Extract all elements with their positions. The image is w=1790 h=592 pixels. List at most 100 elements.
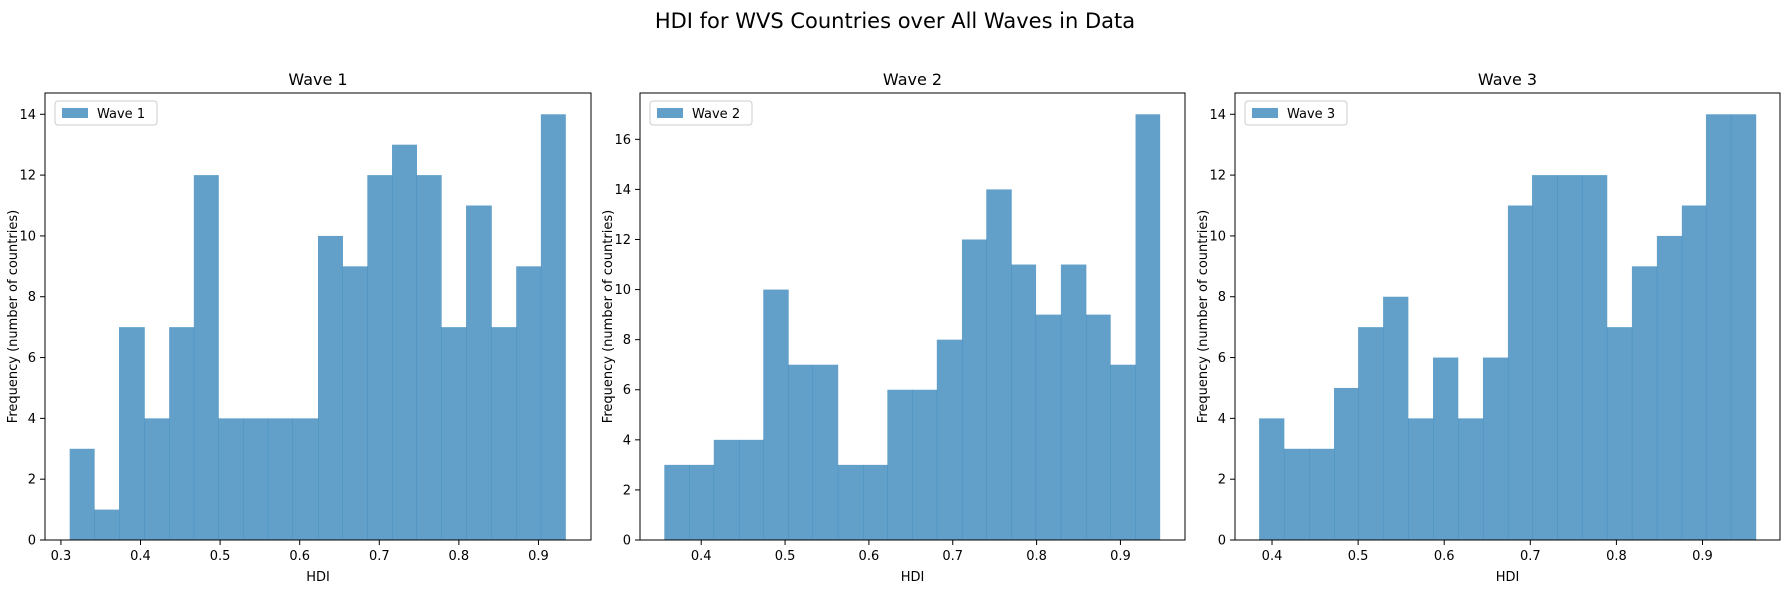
x-axis-label: HDI [1496,570,1520,585]
histogram-bar [1730,114,1757,541]
subplot-2: 0.4 0.5 0.6 0.7 0.8 0.9 0 2 4 6 8 10 12 14 16 Wave 2 HDI… [601,70,1186,585]
x-tick-label: 0.9 [528,549,549,564]
subplot-1: 0.3 0.4 0.5 0.6 0.7 0.8 0.9 0 2 4 6 8 10 12 14 Wave 1 HD… [6,70,592,585]
axes-frame [44,92,592,541]
histogram-bar [1606,327,1633,540]
histogram-bar [267,418,293,540]
y-tick-label: 6 [28,351,36,366]
charts: 0.3 0.4 0.5 0.6 0.7 0.8 0.9 0 2 4 6 8 10 12 14 Wave 1 HD… [6,70,1781,585]
histogram-bar [1011,264,1037,540]
histogram-bar [367,175,393,540]
y-tick-label: 0 [623,534,631,549]
histogram-bar [1532,175,1558,540]
histogram-bar [1482,357,1509,540]
y-tick-label: 14 [614,183,631,198]
histogram-bar [1358,327,1384,540]
histogram-bar [119,327,145,540]
legend-label: Wave 3 [1287,107,1335,122]
y-tick-label: 6 [623,383,631,398]
histogram-bar [689,464,715,540]
histogram-bar [491,327,517,540]
histogram-bar [863,464,888,540]
legend-box [1244,100,1348,126]
legend: Wave 2 [649,100,753,126]
x-tick-label: 0.8 [449,549,470,564]
histogram-bar [1110,364,1136,540]
histogram-bar [1383,296,1409,540]
histogram-bar [392,144,417,540]
histogram-bar [1681,205,1707,541]
histogram-bars [664,114,1161,541]
histogram-bar [1086,314,1111,540]
histogram-bar [1135,114,1161,541]
y-tick-label: 12 [1209,169,1226,184]
x-tick-label: 0.4 [130,549,151,564]
histogram-bar [1457,418,1484,540]
histogram-bar [1060,264,1087,540]
x-tick-label: 0.7 [1520,549,1541,564]
legend-label: Wave 1 [97,107,145,122]
histogram-bar [144,418,170,540]
y-tick-label: 16 [614,133,631,148]
histogram-bar [986,189,1012,541]
y-tick-label: 2 [1218,473,1226,488]
y-tick-label: 12 [614,233,631,248]
x-tick-label: 0.5 [775,549,796,564]
x-tick-label: 0.5 [210,549,231,564]
figure-title: HDI for WVS Countries over All Waves in … [655,9,1135,33]
y-tick-label: 14 [1209,108,1226,123]
histogram-bar [1557,175,1583,540]
histogram-bar [1408,418,1434,540]
histogram-bar [169,327,195,540]
histogram-bar [713,439,740,540]
histogram-bar [887,389,913,540]
legend-swatch [657,108,683,118]
histogram-bar [1259,418,1285,540]
histogram-bars [69,114,566,541]
histogram-bar [69,448,95,540]
histogram-bar [540,114,566,541]
x-tick-label: 0.6 [289,549,310,564]
legend-swatch [1252,108,1278,118]
histogram-bar [441,327,467,540]
histogram-bar [788,364,814,540]
y-axis-label: Frequency (number of countries) [6,210,21,423]
histogram-bar [342,266,368,540]
histogram-bar [1309,448,1335,540]
legend: Wave 3 [1244,100,1348,126]
legend: Wave 1 [54,100,158,126]
x-tick-label: 0.4 [691,549,712,564]
y-tick-label: 8 [623,333,631,348]
histogram-bar [738,439,764,540]
histogram-bar [193,175,219,540]
histogram-bar [763,289,789,540]
x-axis-label: HDI [901,570,925,585]
histogram-bar [516,266,542,540]
y-tick-label: 4 [623,433,631,448]
y-tick-label: 0 [28,534,36,549]
x-tick-label: 0.4 [1262,549,1283,564]
legend-box [649,100,753,126]
x-tick-label: 0.7 [942,549,963,564]
y-tick-label: 4 [1218,412,1226,427]
y-tick-label: 12 [19,169,36,184]
y-tick-label: 0 [1218,534,1226,549]
axes-frame [1234,92,1781,541]
y-tick-label: 10 [19,229,36,244]
subplot-3: 0.4 0.5 0.6 0.7 0.8 0.9 0 2 4 6 8 10 12 14 Wave 3 HDI Fr… [1196,70,1781,585]
x-tick-label: 0.8 [1606,549,1627,564]
histogram-bar [318,235,343,540]
y-axis-label: Frequency (number of countries) [1196,210,1211,423]
histogram-bar [1433,357,1459,540]
y-tick-label: 8 [28,290,36,305]
x-axis-label: HDI [306,570,330,585]
histogram-bar [292,418,319,540]
histogram-bar [466,205,492,541]
y-tick-label: 8 [1218,290,1226,305]
histogram-bar [664,464,690,540]
x-tick-label: 0.5 [1348,549,1369,564]
histogram-bar [1284,448,1310,540]
y-tick-label: 10 [1209,229,1226,244]
histogram-bar [1705,114,1732,541]
